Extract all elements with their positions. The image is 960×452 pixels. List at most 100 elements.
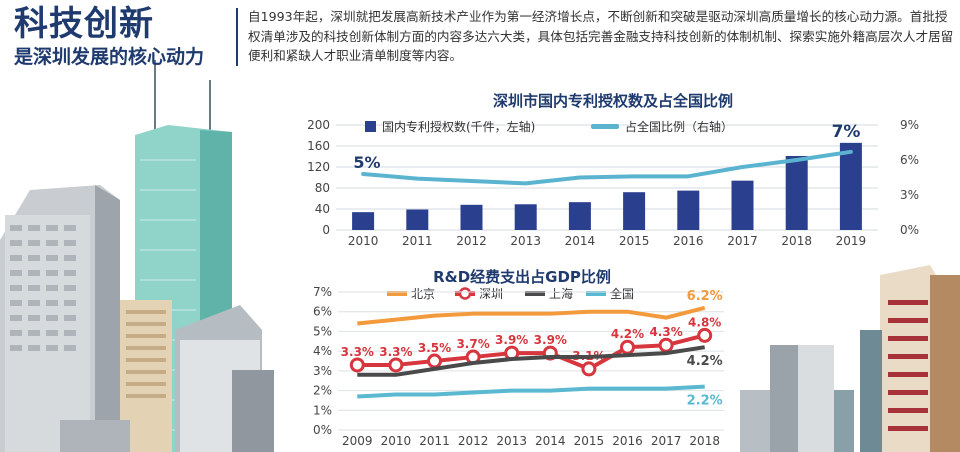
data-point <box>581 361 597 377</box>
data-label: 4.3% <box>649 325 682 339</box>
y-axis-tick: 5% <box>313 324 332 338</box>
y-axis-tick: 4% <box>313 344 332 358</box>
patent-bars <box>352 142 862 230</box>
legend-label: 上海 <box>549 286 573 301</box>
data-label: 3.3% <box>341 345 374 359</box>
right-axis-tick: 3% <box>900 188 919 202</box>
patent-bar <box>623 192 646 230</box>
y-axis-tick: 6% <box>313 305 332 319</box>
x-axis-tick: 2019 <box>836 234 867 248</box>
data-point <box>349 357 365 373</box>
header-divider <box>236 8 238 66</box>
x-axis-tick: 2013 <box>496 434 527 448</box>
data-label: 3.3% <box>379 345 412 359</box>
legend-label-share: 占全国比例（右轴） <box>625 119 733 134</box>
data-point <box>388 357 404 373</box>
series-line <box>357 345 706 377</box>
data-label: 4.2% <box>611 327 644 341</box>
end-value-label: 6.2% <box>687 289 723 304</box>
data-label: 3.7% <box>456 337 489 351</box>
annotation-start: 5% <box>353 153 380 172</box>
data-point <box>427 353 442 369</box>
left-axis-tick: 120 <box>307 160 330 174</box>
patent-chart-title: 深圳市国内专利授权数及占全国比例 <box>493 92 733 110</box>
left-axis-tick: 160 <box>307 139 330 153</box>
series-line <box>357 384 705 399</box>
series-line <box>357 333 706 371</box>
series-line <box>357 305 706 326</box>
data-label: 3.9% <box>495 333 528 347</box>
x-axis-tick: 2017 <box>727 234 758 248</box>
x-axis-tick: 2011 <box>402 234 433 248</box>
right-axis-tick: 6% <box>900 153 919 167</box>
legend-label: 全国 <box>610 286 634 301</box>
patent-share-line <box>361 149 853 186</box>
right-axis-tick: 0% <box>900 223 919 237</box>
patent-bar <box>677 190 700 230</box>
x-axis-tick: 2014 <box>535 434 566 448</box>
y-axis-tick: 0% <box>313 423 332 437</box>
rd-chart-title: R&D经费支出占GDP比例 <box>433 268 611 286</box>
x-axis-tick: 2011 <box>419 434 450 448</box>
legend-label-patents: 国内专利授权数(千件，左轴) <box>382 119 535 134</box>
x-axis-tick: 2014 <box>565 234 596 248</box>
legend-label: 深圳 <box>479 287 503 301</box>
y-axis-tick: 3% <box>313 364 332 378</box>
x-axis-tick: 2012 <box>456 234 487 248</box>
x-axis-tick: 2012 <box>458 434 489 448</box>
patent-chart-legend: 国内专利授权数(千件，左轴) 占全国比例（右轴） <box>365 119 733 134</box>
x-axis-tick: 2009 <box>342 434 373 448</box>
data-point <box>658 337 674 353</box>
rd-chart-legend: 北京 深圳 上海 全国 <box>387 286 634 301</box>
legend-label: 北京 <box>411 287 435 301</box>
patent-axis-ticks: 200 160 120 80 40 0 9% 6% 3% 0% 2010 2011 2012 2013 20… <box>307 118 919 248</box>
right-axis-tick: 9% <box>900 118 919 132</box>
y-axis-tick: 1% <box>313 403 332 417</box>
x-axis-tick: 2013 <box>510 234 541 248</box>
y-axis-tick: 7% <box>313 285 332 299</box>
rd-series-lines: 6.2%3.3% 3.3% 3.5% 3.7% 3.9% 3.9%3.1%4.2% 4.3%… <box>341 289 723 409</box>
x-axis-tick: 2016 <box>673 234 704 248</box>
patent-bar <box>785 155 808 230</box>
legend-swatch <box>387 291 407 296</box>
headline-subtitle: 是深圳发展的核心动力 <box>14 46 205 68</box>
patent-bar <box>514 204 537 230</box>
x-axis-tick: 2018 <box>689 434 720 448</box>
x-axis-tick: 2015 <box>574 434 605 448</box>
x-axis-tick: 2016 <box>612 434 643 448</box>
patent-bar <box>568 202 591 230</box>
data-point <box>620 339 635 355</box>
end-value-label: 2.2% <box>687 394 723 409</box>
left-axis-tick: 200 <box>307 118 330 132</box>
x-axis-tick: 2015 <box>619 234 650 248</box>
data-label: 3.9% <box>534 333 567 347</box>
annotation-end: 7% <box>832 122 861 142</box>
share-line <box>361 149 853 186</box>
end-value-label: 4.2% <box>687 354 723 369</box>
patent-bar <box>406 209 429 230</box>
legend-swatch-share <box>591 124 619 129</box>
rd-axis-ticks: 7% 6% 5% 4% 3% 2% 1% 0% 2009 2010 2011 2012 2013 2014… <box>313 285 720 448</box>
left-axis-tick: 40 <box>315 202 330 216</box>
legend-marker <box>458 287 472 300</box>
legend-swatch-patents <box>365 121 376 132</box>
x-axis-tick: 2018 <box>781 234 812 248</box>
data-label: 3.5% <box>418 341 451 355</box>
data-label: 4.8% <box>688 315 721 329</box>
x-axis-tick: 2010 <box>348 234 379 248</box>
legend-swatch <box>586 291 606 296</box>
patent-bar <box>352 212 375 230</box>
x-axis-tick: 2017 <box>651 434 682 448</box>
patent-bar <box>839 142 862 230</box>
intro-paragraph: 自1993年起，深圳就把发展高新技术产业作为第一经济增长点，不断创新和突破是驱动… <box>248 9 954 63</box>
left-axis-tick: 0 <box>322 223 330 237</box>
data-point <box>697 327 713 343</box>
headline-title: 科技创新 <box>14 4 154 44</box>
y-axis-tick: 2% <box>313 384 332 398</box>
x-axis-tick: 2010 <box>381 434 412 448</box>
legend-swatch <box>525 291 545 296</box>
